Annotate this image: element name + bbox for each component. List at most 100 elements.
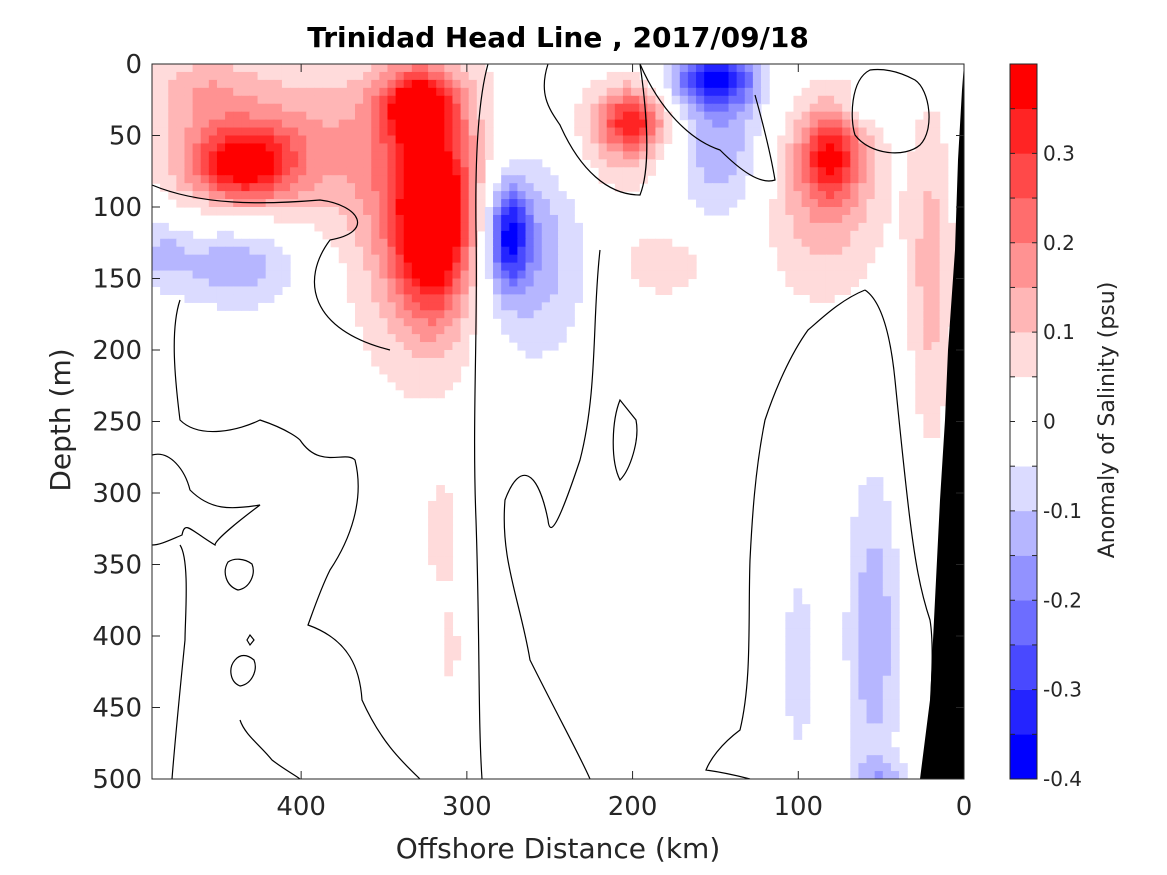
heatmap-cell: [517, 318, 527, 327]
heatmap-cell: [915, 310, 924, 319]
heatmap-cell: [160, 159, 169, 168]
heatmap-cell: [509, 270, 518, 280]
heatmap-cell: [931, 413, 941, 423]
heatmap-cell: [411, 342, 421, 351]
heatmap-cell: [582, 151, 592, 160]
zero-contour-200-topright: [639, 64, 776, 182]
heatmap-cell: [403, 167, 413, 176]
heatmap-cell: [444, 556, 454, 566]
heatmap-cell: [817, 119, 827, 129]
heatmap-cell: [371, 302, 380, 311]
heatmap-cell: [866, 500, 876, 510]
heatmap-cell: [858, 230, 868, 240]
heatmap-cell: [395, 350, 405, 359]
heatmap-cell: [160, 286, 169, 295]
heatmap-cell: [460, 230, 470, 240]
heatmap-cell: [452, 262, 462, 272]
heatmap-cell: [192, 87, 202, 97]
heatmap-cell: [842, 79, 851, 89]
heatmap-cell: [931, 326, 941, 335]
heatmap-cell: [501, 199, 510, 208]
heatmap-cell: [452, 278, 462, 288]
heatmap-cell: [825, 135, 835, 145]
heatmap-cell: [858, 222, 868, 232]
heatmap-cell: [428, 79, 437, 89]
heatmap-cell: [355, 111, 364, 121]
heatmap-cell: [923, 175, 933, 184]
heatmap-cell: [184, 79, 194, 89]
heatmap-cell: [371, 318, 380, 327]
heatmap-cell: [355, 127, 364, 137]
heatmap-cell: [484, 71, 494, 81]
heatmap-cell: [233, 175, 242, 184]
heatmap-cell: [379, 135, 389, 145]
heatmap-cell: [882, 636, 892, 645]
heatmap-cell: [663, 71, 673, 81]
heatmap-cell: [907, 238, 916, 248]
heatmap-cell: [403, 246, 413, 256]
heatmap-cell: [866, 747, 876, 756]
heatmap-cell: [541, 342, 551, 351]
heatmap-cell: [907, 342, 916, 351]
heatmap-cell: [525, 207, 535, 216]
heatmap-cell: [338, 127, 348, 137]
heatmap-cell: [200, 103, 210, 113]
heatmap-cell: [501, 175, 510, 184]
heatmap-cell: [858, 723, 868, 732]
heatmap-cell: [468, 151, 478, 160]
heatmap-cell: [687, 71, 697, 81]
heatmap-cell: [907, 175, 916, 184]
heatmap-cell: [793, 159, 803, 168]
heatmap-cell: [330, 183, 340, 192]
heatmap-cell: [882, 524, 892, 534]
heatmap-cell: [160, 262, 169, 272]
heatmap-cell: [387, 365, 397, 375]
heatmap-cell: [273, 270, 283, 280]
heatmap-cell: [874, 493, 884, 502]
heatmap-cell: [907, 254, 916, 264]
heatmap-cell: [939, 373, 949, 383]
heatmap-cell: [736, 103, 746, 113]
heatmap-cell: [387, 326, 397, 335]
heatmap-cell: [208, 270, 218, 280]
heatmap-cell: [639, 167, 648, 176]
heatmap-cell: [590, 87, 600, 97]
heatmap-cell: [517, 294, 527, 303]
heatmap-cell: [825, 183, 835, 192]
heatmap-cell: [801, 175, 811, 184]
heatmap-cell: [281, 127, 291, 137]
heatmap-cell: [419, 191, 429, 200]
heatmap-cell: [355, 254, 364, 264]
heatmap-cell: [387, 143, 397, 152]
heatmap-cell: [809, 191, 819, 200]
colorbar-tick-label: -0.2: [1043, 588, 1082, 612]
heatmap-cell: [801, 151, 811, 160]
heatmap-cell: [379, 318, 389, 327]
heatmap-cell: [273, 87, 283, 97]
heatmap-cell: [249, 207, 259, 216]
heatmap-cell: [566, 254, 575, 264]
heatmap-cell: [793, 143, 803, 152]
heatmap-cell: [899, 191, 908, 200]
heatmap-cell: [436, 326, 445, 335]
heatmap-cell: [371, 87, 380, 97]
heatmap-cell: [200, 135, 210, 145]
heatmap-cell: [322, 159, 332, 168]
heatmap-cell: [411, 64, 421, 73]
heatmap-cell: [411, 183, 421, 192]
y-axis-label: Depth (m): [44, 348, 77, 491]
heatmap-cell: [842, 191, 851, 200]
heatmap-cell: [874, 636, 884, 645]
heatmap-cell: [866, 683, 876, 693]
heatmap-cell: [793, 731, 803, 740]
heatmap-cell: [444, 381, 454, 391]
heatmap-cell: [216, 278, 226, 288]
heatmap-cell: [882, 191, 892, 200]
heatmap-cell: [265, 167, 275, 176]
heatmap-cell: [241, 127, 251, 137]
heatmap-cell: [460, 87, 470, 97]
heatmap-cell: [752, 103, 762, 113]
heatmap-cell: [452, 119, 462, 129]
heatmap-cell: [257, 207, 267, 216]
heatmap-cell: [306, 79, 315, 89]
